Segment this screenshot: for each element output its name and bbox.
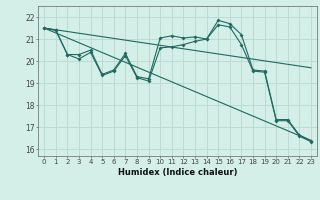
X-axis label: Humidex (Indice chaleur): Humidex (Indice chaleur) <box>118 168 237 177</box>
